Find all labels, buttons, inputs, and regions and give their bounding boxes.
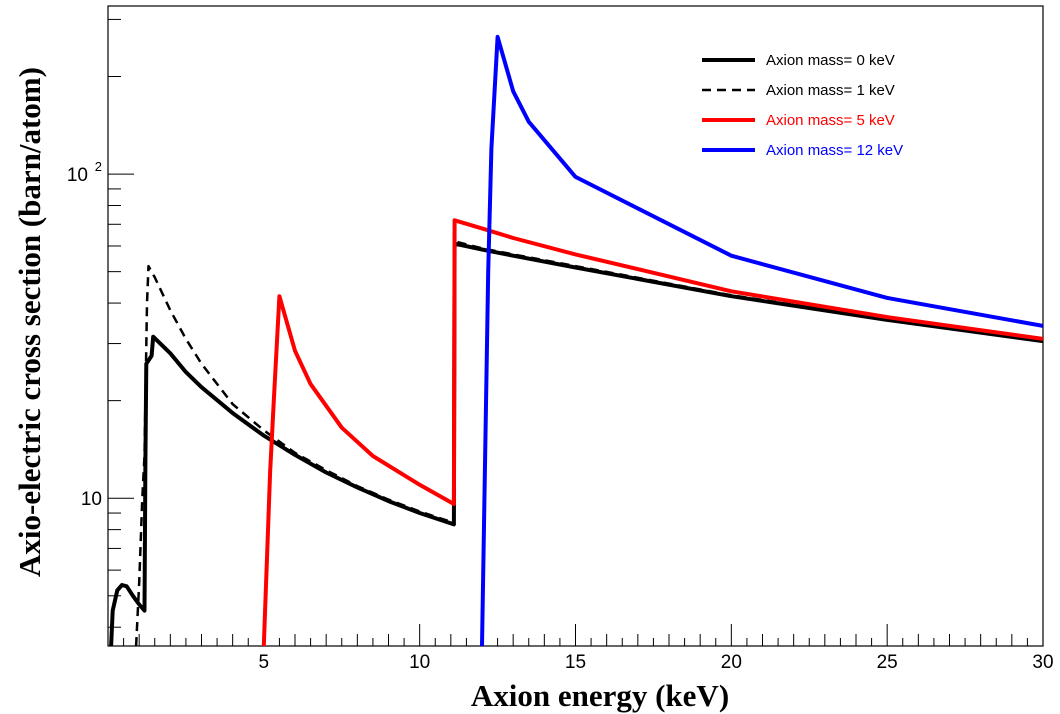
y-tick-label-exponent: 2	[95, 159, 102, 174]
plot-frame	[107, 5, 1044, 647]
x-axis-title: Axion energy (keV)	[471, 678, 729, 713]
series-line-3	[480, 34, 1043, 646]
x-tick-label: 25	[877, 652, 898, 673]
axis-ticks	[107, 18, 1044, 646]
x-tick-label: 20	[721, 652, 742, 673]
x-tick-label: 5	[259, 652, 270, 673]
legend-label: Axion mass= 1 keV	[766, 82, 895, 99]
x-tick-label: 15	[565, 652, 586, 673]
series-line-0	[109, 241, 1043, 646]
series-line-1	[134, 240, 1043, 646]
axis-tick-labels: 5 10 15 20 25 30 10 10 2	[67, 159, 1054, 673]
series-line-2	[261, 218, 1043, 646]
y-tick-label: 10	[81, 489, 102, 510]
legend-label: Axion mass= 0 keV	[766, 52, 895, 69]
legend-label: Axion mass= 12 keV	[766, 142, 903, 159]
legend-label: Axion mass= 5 keV	[766, 112, 895, 129]
legend: Axion mass= 0 keV Axion mass= 1 keV Axion …	[702, 52, 903, 159]
x-tick-label: 10	[409, 652, 430, 673]
y-axis-title: Axio-electric cross section (barn/atom)	[12, 67, 47, 577]
y-tick-label: 10	[67, 165, 88, 186]
x-tick-label: 30	[1032, 652, 1053, 673]
series-layer	[109, 34, 1043, 646]
